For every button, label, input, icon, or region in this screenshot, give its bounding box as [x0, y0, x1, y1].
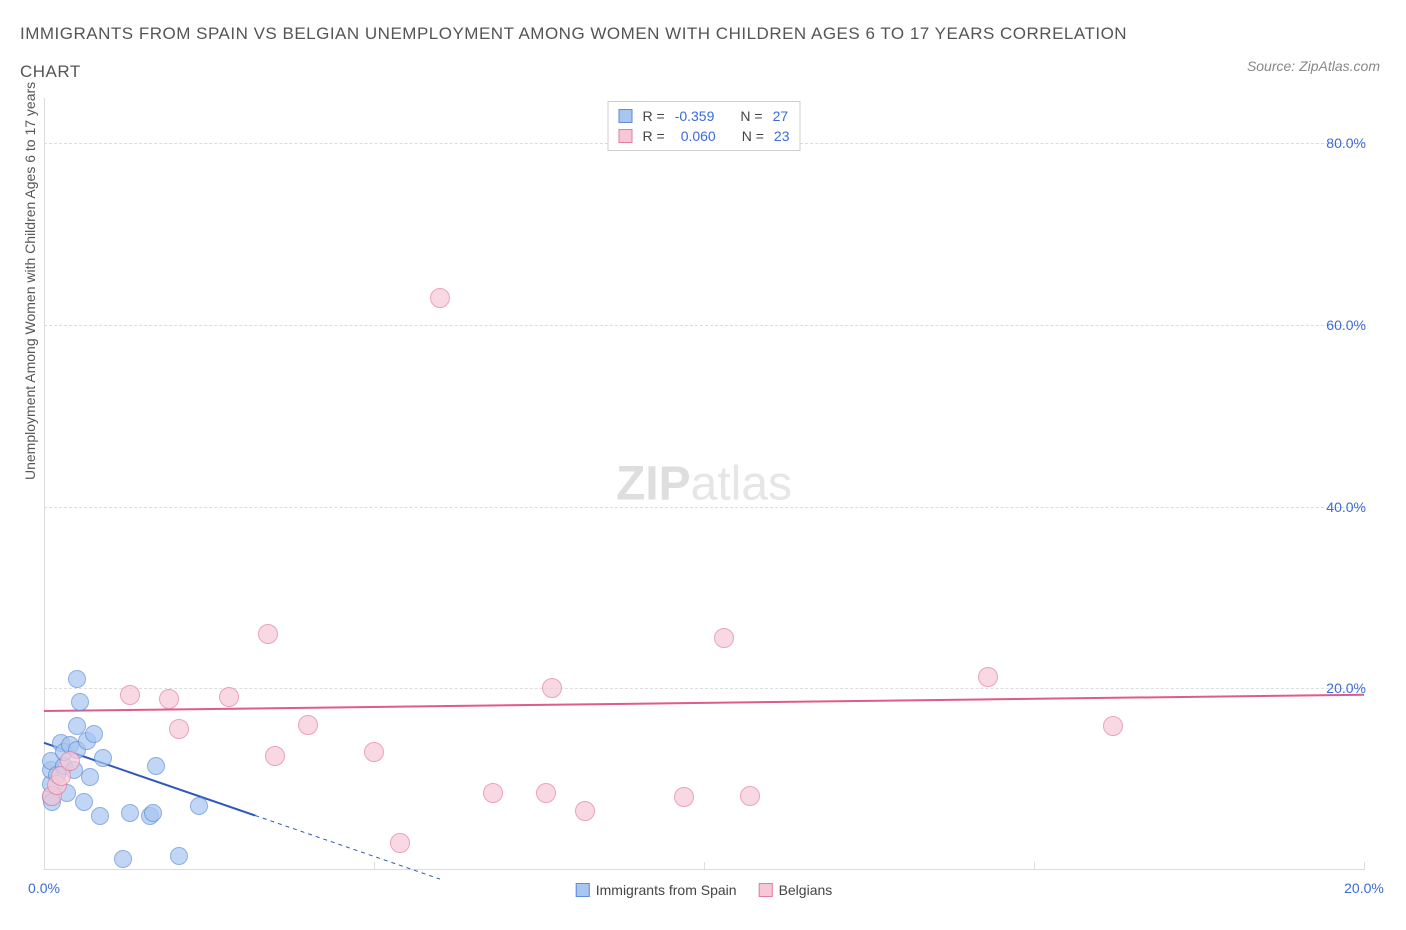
data-point-belgians	[483, 783, 503, 803]
data-point-spain	[190, 797, 208, 815]
x-tick	[1364, 862, 1365, 870]
data-point-belgians	[159, 689, 179, 709]
data-point-spain	[85, 725, 103, 743]
data-point-spain	[147, 757, 165, 775]
x-tick-label: 0.0%	[28, 880, 60, 896]
legend-label-belgians: Belgians	[779, 882, 833, 898]
data-point-belgians	[60, 751, 80, 771]
legend-n-label: N =	[742, 126, 764, 146]
data-point-spain	[75, 793, 93, 811]
data-point-belgians	[390, 833, 410, 853]
data-point-belgians	[219, 687, 239, 707]
data-point-spain	[121, 804, 139, 822]
data-point-spain	[170, 847, 188, 865]
legend-item-belgians: Belgians	[759, 882, 833, 898]
legend-swatch-belgians	[619, 129, 633, 143]
data-point-belgians	[265, 746, 285, 766]
data-point-belgians	[740, 786, 760, 806]
legend-swatch-belgians	[759, 883, 773, 897]
data-point-belgians	[298, 715, 318, 735]
data-point-spain	[94, 749, 112, 767]
data-point-spain	[71, 693, 89, 711]
legend-r-value-spain: -0.359	[675, 106, 715, 126]
data-point-belgians	[542, 678, 562, 698]
source-attribution: Source: ZipAtlas.com	[1247, 58, 1380, 74]
data-point-belgians	[978, 667, 998, 687]
legend-n-value-belgians: 23	[774, 126, 790, 146]
data-point-belgians	[258, 624, 278, 644]
legend-n-label: N =	[740, 106, 762, 126]
data-point-belgians	[575, 801, 595, 821]
data-point-belgians	[430, 288, 450, 308]
data-point-spain	[91, 807, 109, 825]
data-point-spain	[144, 804, 162, 822]
legend-series: Immigrants from Spain Belgians	[576, 882, 833, 898]
legend-r-label: R =	[643, 106, 665, 126]
trend-lines	[44, 98, 1364, 870]
data-point-belgians	[120, 685, 140, 705]
data-point-belgians	[714, 628, 734, 648]
legend-row-spain: R = -0.359 N = 27	[619, 106, 790, 126]
data-point-belgians	[1103, 716, 1123, 736]
data-point-belgians	[536, 783, 556, 803]
page-title-line2: CHART	[20, 62, 81, 82]
data-point-belgians	[364, 742, 384, 762]
legend-swatch-spain	[576, 883, 590, 897]
legend-swatch-spain	[619, 109, 633, 123]
legend-r-value-belgians: 0.060	[675, 126, 716, 146]
data-point-spain	[114, 850, 132, 868]
y-axis-title: Unemployment Among Women with Children A…	[22, 82, 38, 480]
data-point-belgians	[674, 787, 694, 807]
data-point-spain	[81, 768, 99, 786]
legend-item-spain: Immigrants from Spain	[576, 882, 737, 898]
scatter-plot: ZIPatlas 20.0%40.0%60.0%80.0%0.0%20.0% R…	[44, 98, 1364, 870]
legend-r-label: R =	[643, 126, 665, 146]
legend-label-spain: Immigrants from Spain	[596, 882, 737, 898]
legend-correlation: R = -0.359 N = 27 R = 0.060 N = 23	[608, 101, 801, 151]
x-tick-label: 20.0%	[1344, 880, 1384, 896]
page-title: IMMIGRANTS FROM SPAIN VS BELGIAN UNEMPLO…	[20, 24, 1127, 44]
legend-n-value-spain: 27	[773, 106, 789, 126]
data-point-belgians	[169, 719, 189, 739]
data-point-spain	[68, 670, 86, 688]
legend-row-belgians: R = 0.060 N = 23	[619, 126, 790, 146]
